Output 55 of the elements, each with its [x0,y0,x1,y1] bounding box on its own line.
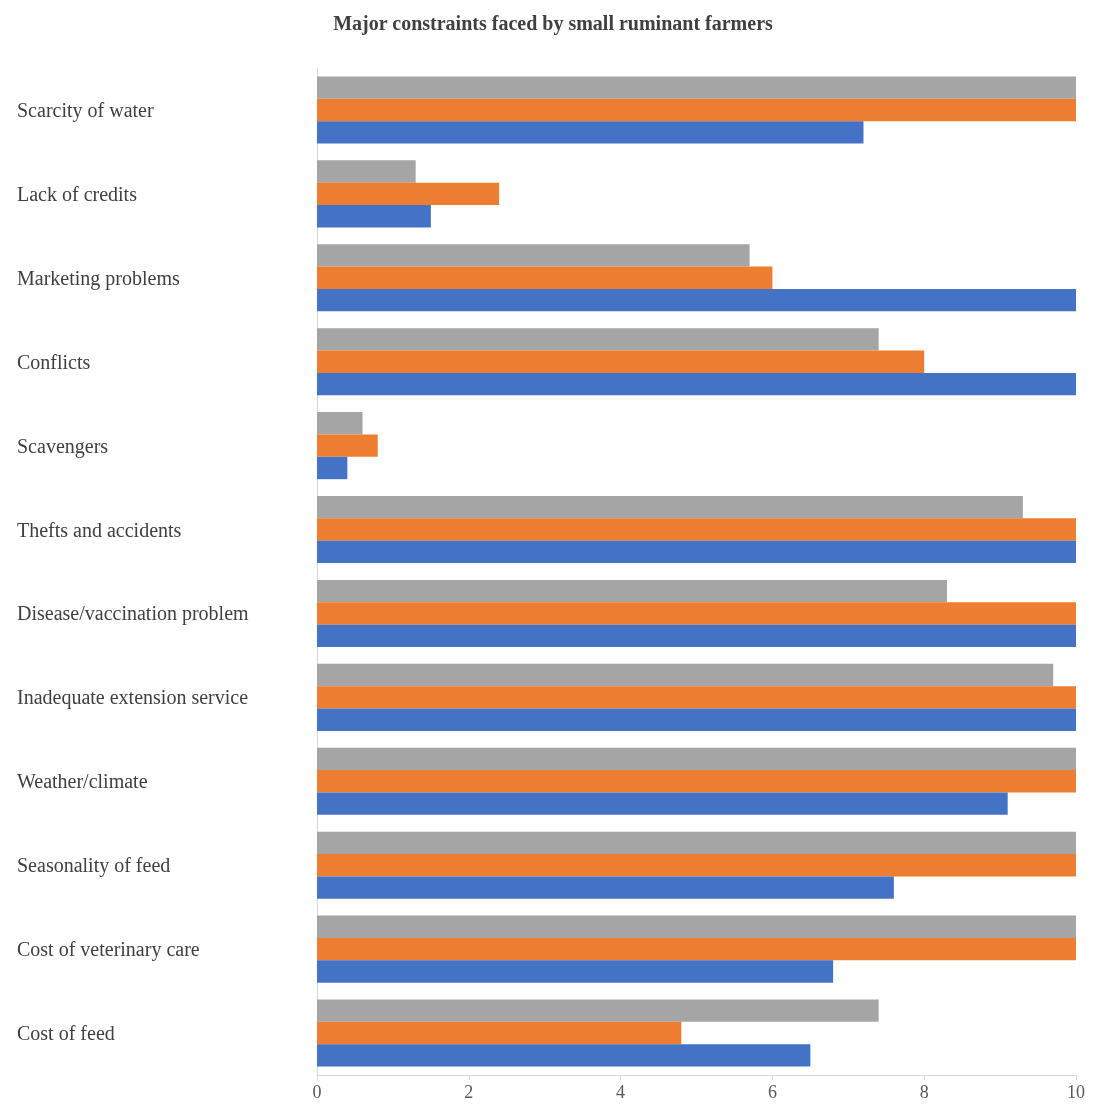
bar [317,686,1076,709]
bar [317,205,431,228]
y-tick-label: Scavengers [17,434,109,458]
bar [317,328,879,351]
bar [317,1044,811,1067]
bar [317,244,750,267]
bar [317,747,1076,771]
bar [317,579,947,603]
bar [317,624,1076,648]
bar [317,540,1076,564]
y-tick-label: Marketing problems [17,266,180,290]
bar [317,372,1076,396]
chart-title: Major constraints faced by small ruminant farmers [333,12,773,35]
bar [317,76,1076,99]
bar [317,434,378,457]
bar [317,350,925,373]
y-tick-label: Thefts and accidents [17,518,182,541]
bar [317,915,1076,938]
bar [317,602,1076,625]
x-tick-label: 2 [464,1082,474,1102]
bar [317,412,363,435]
x-tick-label: 6 [767,1082,777,1102]
y-tick-label: Lack of credits [17,182,138,205]
bar [317,456,348,480]
x-tick-label: 0 [312,1082,322,1102]
bar [317,831,1076,855]
bar [317,663,1054,687]
bar [317,266,773,289]
y-tick-label: Conflicts [17,350,91,373]
y-tick-label: Weather/climate [17,770,148,793]
x-tick-label: 8 [919,1082,929,1102]
y-tick-label: Scarcity of water [17,98,154,122]
y-tick-label: Inadequate extension service [17,686,249,710]
bar [317,1021,682,1045]
bar [317,960,834,983]
y-tick-label: Disease/vaccination problem [17,602,250,626]
y-tick-label: Cost of veterinary care [17,938,200,962]
bar [317,770,1076,793]
bar [317,495,1023,519]
bar [317,182,500,206]
bar [317,999,879,1022]
bar [317,518,1076,541]
x-tick-label: 10 [1067,1082,1085,1102]
bar [317,288,1076,312]
bar [317,121,864,144]
y-tick-label: Cost of feed [17,1022,115,1045]
y-tick-label: Seasonality of feed [17,854,171,878]
bar [317,937,1076,961]
x-tick-label: 4 [616,1082,626,1102]
bar [317,792,1008,815]
bar [317,160,416,183]
bar [317,708,1076,731]
bar [317,98,1076,122]
bar [317,854,1076,877]
bar [317,876,894,899]
